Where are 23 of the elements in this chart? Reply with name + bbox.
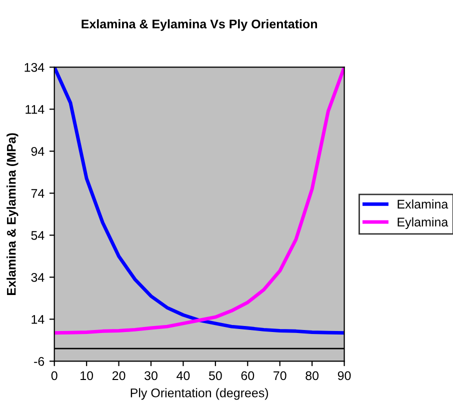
y-tick-label: 134 [24,63,44,72]
y-tick-label: -6 [34,357,44,366]
x-tick-label: 10 [80,371,94,380]
x-tick-label: 40 [176,371,190,380]
x-tick-label: 60 [241,371,254,380]
x-axis-title: Ply Orientation (degrees) [130,388,268,400]
y-tick-label: 114 [26,105,44,114]
chart-title: Exlamina & Eylamina Vs Ply Orientation [82,19,317,31]
y-tick-label: 94 [31,147,44,156]
y-tick-label: 74 [31,189,44,198]
legend-label: Exlamina [398,199,448,209]
y-tick-label: 54 [31,231,44,240]
x-tick-label: 50 [208,371,222,380]
x-tick-label: 20 [112,371,126,380]
y-tick-label: 14 [32,315,44,324]
x-tick-label: 0 [51,371,58,380]
y-axis-title: Exlamina & Eylamina (MPa) [6,133,18,295]
x-tick-label: 70 [274,371,286,380]
x-tick-label: 90 [338,371,351,380]
x-tick-label: 30 [144,371,158,380]
x-tick-label: 80 [306,371,319,380]
y-tick-label: 34 [31,273,44,282]
legend-label: Eylamina [398,217,448,229]
